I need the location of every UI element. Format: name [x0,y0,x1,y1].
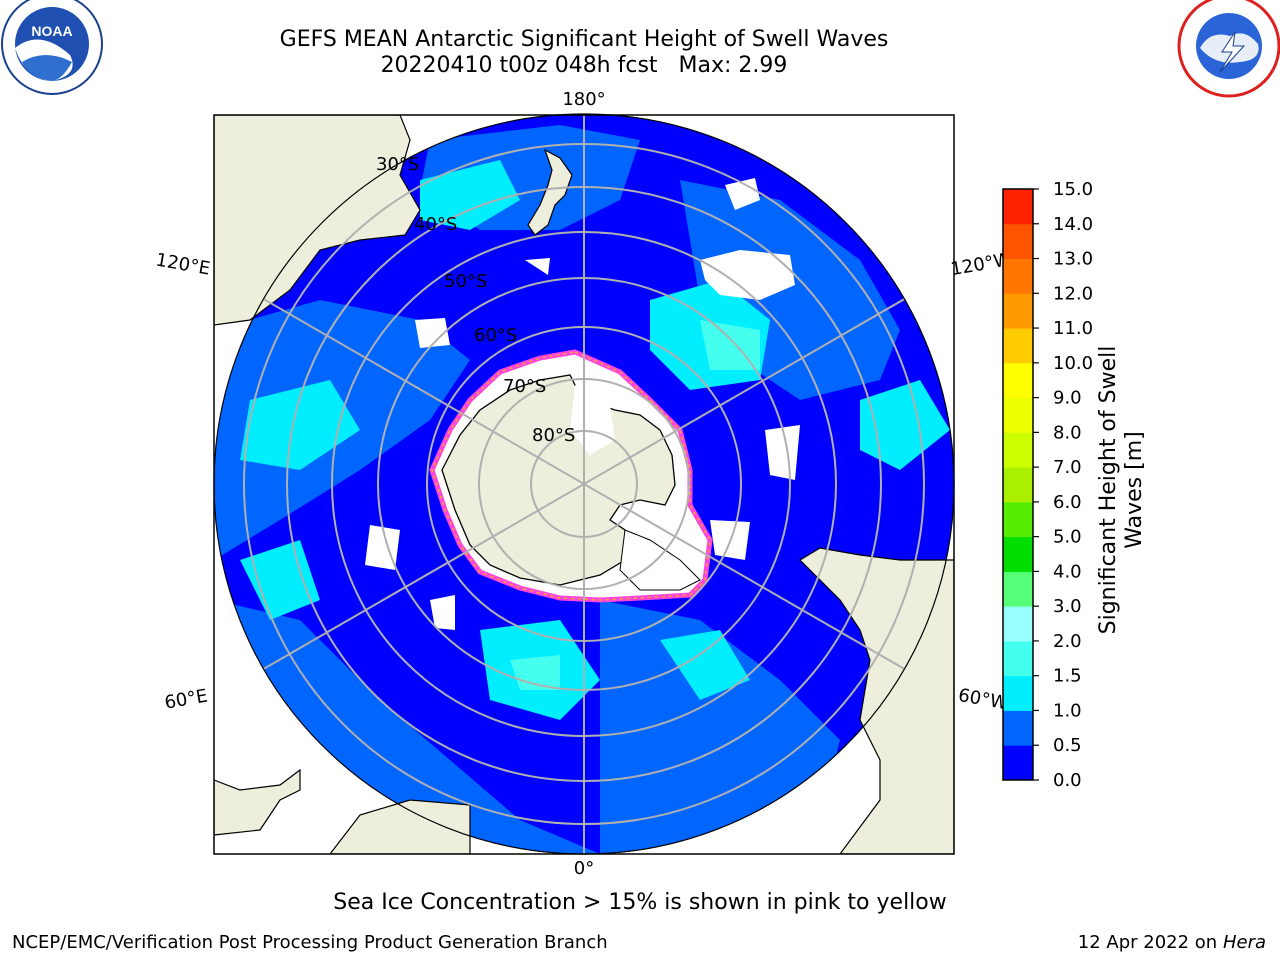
colorbar-swatch [1003,362,1033,399]
ocean-disc [214,114,954,854]
sea-ice-note: Sea Ice Concentration > 15% is shown in … [333,890,947,915]
page-subtitle: 20220410 t00z 048h fcst Max: 2.99 [0,52,1168,80]
lon-label-0: 0° [574,858,594,879]
colorbar-tick-label: 9.0 [1053,388,1082,409]
nws-logo [1177,0,1280,98]
swell-patch [420,160,520,230]
swell-patch [660,630,750,700]
swell-patch [860,380,950,470]
noaa-logo-text: NOAA [31,23,72,39]
run-info: 20220410 t00z 048h fcst [380,53,658,78]
colorbar-tick-label: 12.0 [1053,283,1093,304]
colorbar-swatch [1003,467,1033,503]
colorbar-tick-label: 10.0 [1053,353,1093,374]
colorbar-tick-label: 1.5 [1053,666,1082,687]
lon-label-60w: 60°W [957,685,1010,714]
max-value: Max: 2.99 [678,53,788,78]
colorbar-tick-label: 8.0 [1053,422,1082,443]
colorbar-tick-label: 11.0 [1053,318,1093,339]
colorbar-tick-label: 4.0 [1053,561,1082,582]
meridian-line [219,483,585,695]
swell-patch [600,600,840,854]
colorbar-swatch [1003,328,1033,364]
colorbar-tick-label: 15.0 [1053,179,1093,200]
meridian-line [583,483,949,695]
lat-label-50s: 50°S [444,271,487,292]
meridian-line [219,273,585,485]
meridian-line [583,273,949,485]
colorbar-tick-label: 0.5 [1053,735,1082,756]
noaa-logo: NOAA [1,0,103,95]
credit-date: 12 Apr 2022 on Hera [1078,932,1266,953]
credit-date-text: 12 Apr 2022 on [1077,932,1223,953]
colorbar-tick-label: 13.0 [1053,249,1093,270]
colorbar-tick-label: 5.0 [1053,527,1082,548]
graticule [219,114,949,854]
colorbar-swatch [1003,675,1033,711]
colorbar-label-line-1: Significant Height of Swell [1096,345,1121,635]
credit-host: Hera [1222,932,1266,953]
credit-branch: NCEP/EMC/Verification Post Processing Pr… [12,932,608,953]
colorbar-tick-label: 6.0 [1053,492,1082,513]
colorbar: 0.0 0.5 1.0 1.5 2.0 3.0 4.0 5.0 6.0 7.0 8.0 9.0 10.0… [1002,179,1093,791]
colorbar-swatch [1003,223,1033,260]
colorbar-swatch [1003,745,1033,781]
colorbar-label: Significant Height of Swell Waves [m] [1096,340,1148,640]
lat-label-80s: 80°S [532,425,575,446]
colorbar-swatch [1003,258,1033,294]
colorbar-swatch [1003,501,1033,538]
colorbar-swatch [1003,189,1033,225]
colorbar-swatch [1003,536,1033,572]
colorbar-tick-label: 1.0 [1053,700,1082,721]
land-africa [214,768,301,836]
colorbar-swatch [1003,606,1033,642]
swell-patch [240,380,360,470]
colorbar-swatch [1003,710,1033,746]
lon-label-120e: 120°E [154,249,212,279]
colorbar-swatch [1003,640,1033,677]
colorbar-tick-label: 0.0 [1053,770,1082,791]
colorbar-swatch [1003,432,1033,468]
colorbar-swatch [1003,293,1033,329]
swell-patch [240,540,320,620]
colorbar-label-line-2: Waves [m] [1122,431,1147,549]
lat-label-60s: 60°S [474,325,517,346]
lat-label-40s: 40°S [414,214,457,235]
lat-label-70s: 70°S [503,376,546,397]
colorbar-tick-label: 2.0 [1053,631,1082,652]
colorbar-tick-label: 14.0 [1053,214,1093,235]
page-title: GEFS MEAN Antarctic Significant Height o… [279,27,889,52]
colorbar-swatch [1003,571,1033,607]
lon-label-180: 180° [562,89,605,110]
colorbar-swatch [1003,397,1033,433]
colorbar-border [1002,188,1034,781]
colorbar-tick-label: 7.0 [1053,457,1082,478]
land-new-zealand [527,148,573,236]
colorbar-tick-label: 3.0 [1053,596,1082,617]
lon-label-60e: 60°E [163,685,209,713]
swell-patch [700,320,760,370]
lat-label-30s: 30°S [376,154,419,175]
